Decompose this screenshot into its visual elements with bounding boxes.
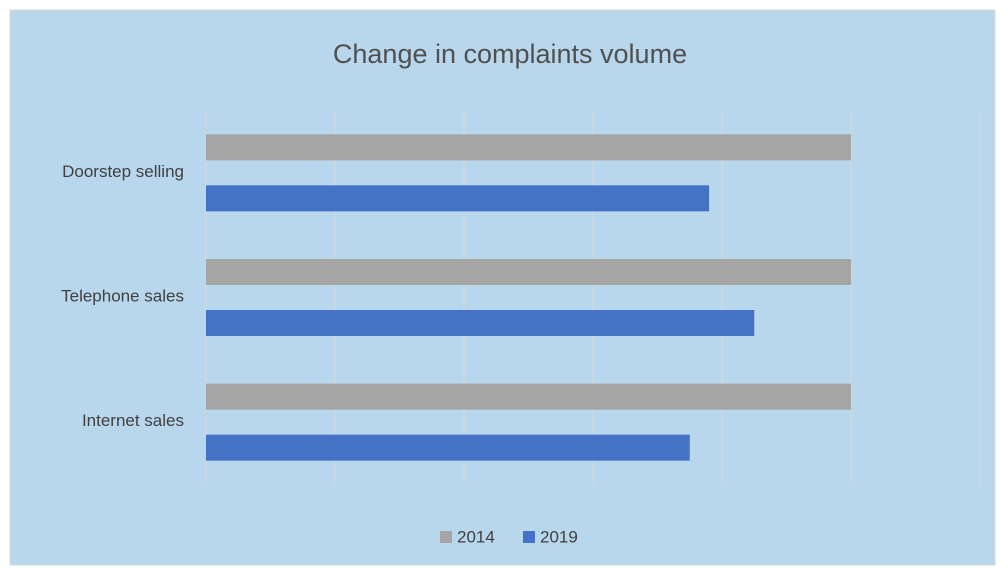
bar: [206, 259, 851, 285]
legend-swatch: [440, 531, 452, 543]
chart-background: [9, 9, 996, 566]
y-tick-label: Doorstep selling: [62, 162, 184, 181]
legend-label: 2019: [540, 527, 578, 546]
y-tick-label: Internet sales: [82, 411, 184, 430]
chart-title: Change in complaints volume: [333, 39, 687, 69]
bar: [206, 134, 851, 161]
bar: [206, 185, 710, 212]
bar: [206, 383, 851, 410]
y-tick-label: Telephone sales: [61, 286, 184, 305]
legend-swatch: [523, 531, 535, 543]
bar: [206, 310, 755, 336]
bar: [206, 434, 690, 461]
legend-label: 2014: [457, 527, 495, 546]
